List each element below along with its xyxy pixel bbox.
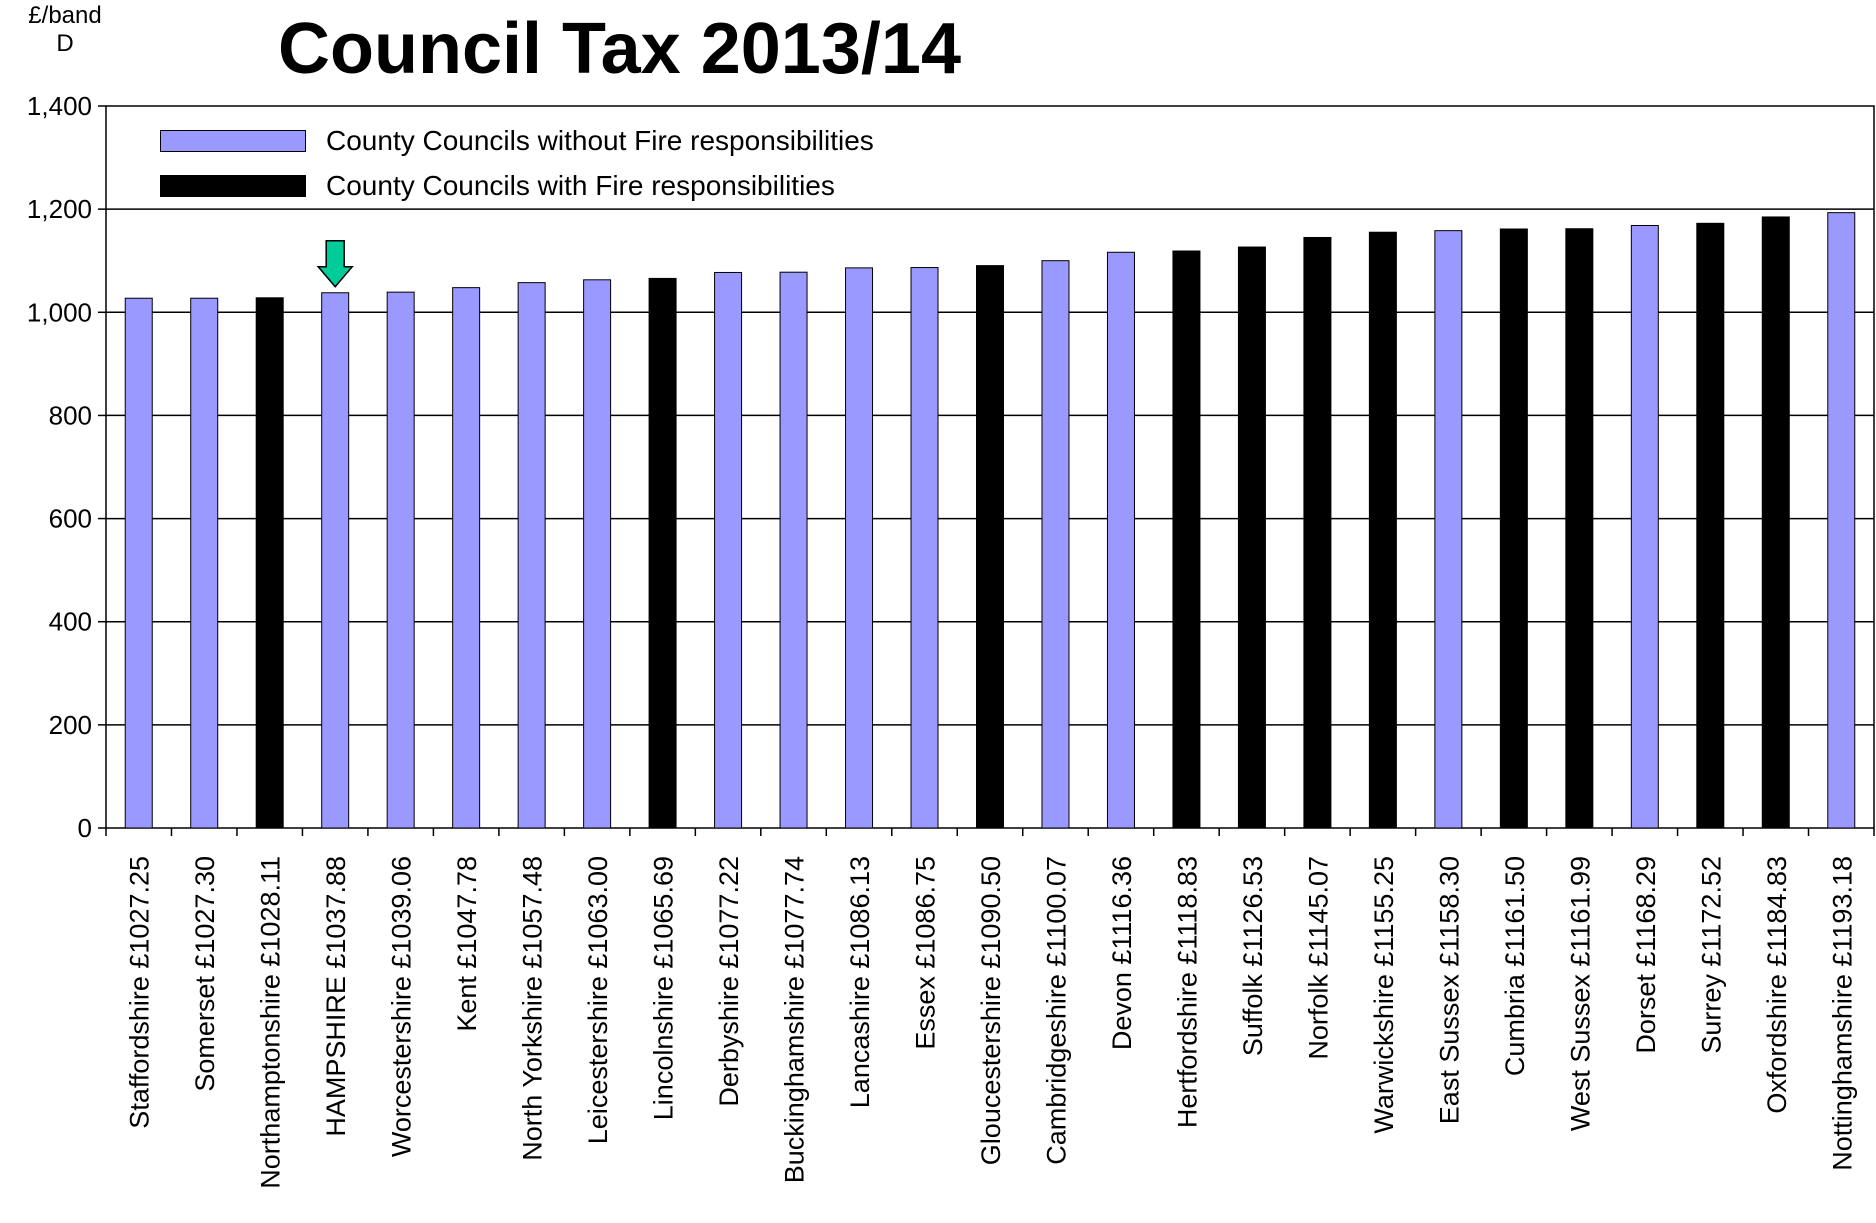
legend-item-with-fire: County Councils with Fire responsibiliti… (160, 170, 835, 201)
bar (714, 271, 743, 829)
x-tick-label: Norfolk £1145.07 (1303, 856, 1333, 1060)
x-tick-label: Warwickshire £1155.25 (1369, 856, 1399, 1134)
x-tick-label: Cambridgeshire £1100.07 (1041, 856, 1071, 1165)
x-tick-label: Devon £1116.36 (1107, 856, 1137, 1050)
bar (1172, 250, 1201, 829)
x-tick-label: Kent £1047.78 (452, 856, 482, 1032)
x-tick-label: Surrey £1172.52 (1696, 856, 1726, 1054)
bar (976, 265, 1004, 829)
x-tick-label: Cumbria £1161.50 (1500, 856, 1530, 1076)
bar (1368, 231, 1397, 829)
x-tick-label: Derbyshire £1077.22 (714, 856, 744, 1107)
bar (517, 282, 546, 829)
bar (1696, 222, 1725, 829)
y-tick-label: 800 (49, 400, 92, 430)
bar (255, 297, 284, 829)
x-tick-label: Dorset £1168.29 (1631, 856, 1661, 1054)
y-tick-label: 400 (49, 607, 92, 637)
x-tick-label: Gloucestershire £1090.50 (976, 856, 1006, 1165)
bar (321, 292, 350, 829)
x-tick-label: Northamptonshire £1028.11 (256, 856, 286, 1189)
y-tick-label: 0 (78, 813, 92, 843)
x-tick-label: Oxfordshire £1184.83 (1762, 856, 1792, 1114)
bar (124, 297, 153, 829)
bar (1565, 228, 1594, 829)
bar (1106, 251, 1135, 829)
legend-label-with-fire: County Councils with Fire responsibiliti… (326, 170, 835, 201)
bar (190, 297, 219, 829)
bar (1237, 246, 1266, 829)
bar (1630, 224, 1659, 829)
bar (1434, 230, 1463, 829)
y-tick-label: 600 (49, 504, 92, 534)
x-tick-label: Hertfordshire £1118.83 (1172, 856, 1202, 1128)
bar (583, 279, 612, 829)
x-tick-label: Essex £1086.75 (911, 856, 941, 1050)
y-tick-label: 1,000 (27, 297, 92, 327)
bar (648, 277, 677, 829)
bar (1303, 236, 1332, 829)
bar (386, 291, 415, 829)
x-tick-label: Worcestershire £1039.06 (387, 856, 417, 1157)
bar (910, 267, 939, 829)
bar (1827, 212, 1856, 829)
x-tick-label: Suffolk £1126.53 (1238, 856, 1268, 1056)
y-tick-label: 200 (49, 710, 92, 740)
bar (1761, 216, 1790, 829)
x-tick-label: West Sussex £1161.99 (1565, 856, 1595, 1131)
chart-title: Council Tax 2013/14 (278, 9, 961, 89)
legend-swatch-without-fire (160, 130, 306, 152)
x-tick-label: Somerset £1027.30 (190, 856, 220, 1092)
x-tick-label: Lincolnshire £1065.69 (649, 856, 679, 1120)
x-tick-label: Buckinghamshire £1077.74 (780, 856, 810, 1183)
y-tick-label: 1,200 (27, 194, 92, 224)
legend-item-without-fire: County Councils without Fire responsibil… (160, 125, 874, 156)
bar (845, 267, 874, 829)
highlight-arrow-icon (316, 240, 354, 288)
bar (779, 271, 808, 829)
x-tick-label: Staffordshire £1027.25 (125, 856, 155, 1129)
x-tick-label: Leicestershire £1063.00 (583, 856, 613, 1144)
y-tick-label: 1,400 (27, 91, 92, 121)
bar (1499, 228, 1528, 829)
x-tick-label: HAMPSHIRE £1037.88 (321, 856, 351, 1137)
bar (1041, 260, 1070, 829)
bar (452, 287, 481, 829)
x-tick-label: Lancashire £1086.13 (845, 856, 875, 1108)
x-tick-label: North Yorkshire £1057.48 (518, 856, 548, 1161)
legend-swatch-with-fire (160, 175, 306, 197)
x-tick-label: Nottinghamshire £1193.18 (1827, 856, 1857, 1171)
y-axis-label: £/band D (28, 2, 102, 57)
x-tick-label: East Sussex £1158.30 (1434, 856, 1464, 1124)
legend-label-without-fire: County Councils without Fire responsibil… (326, 125, 874, 156)
